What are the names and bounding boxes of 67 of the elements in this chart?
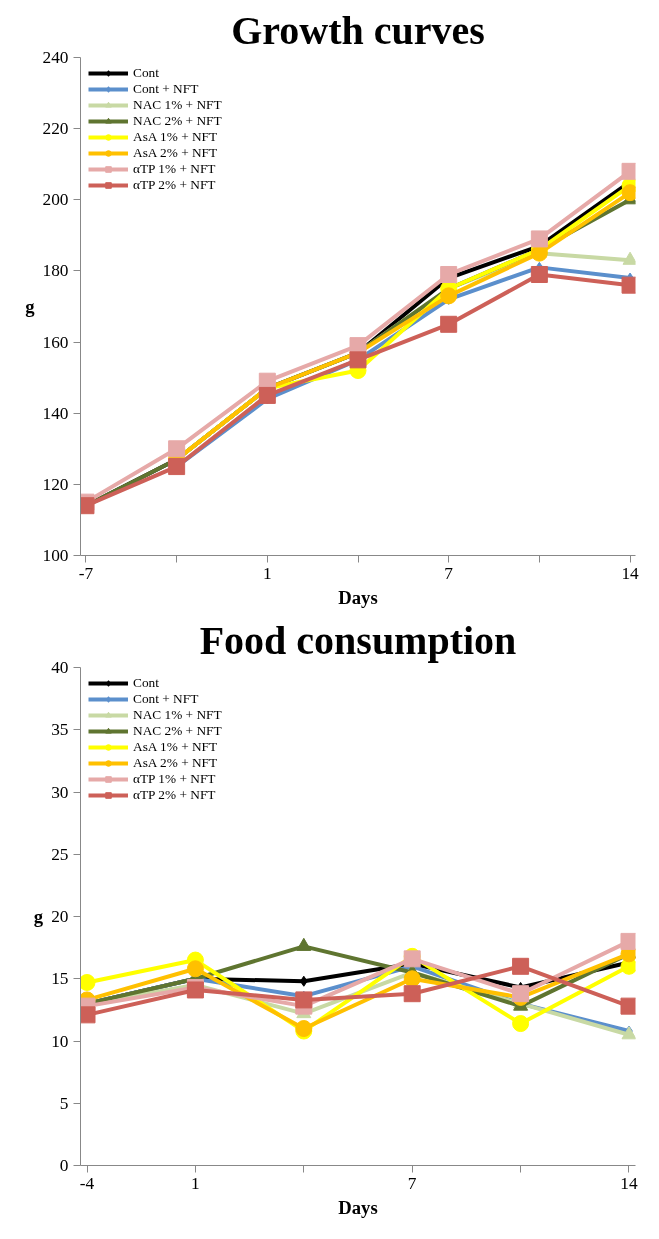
y-tick-label: 120 bbox=[42, 474, 69, 494]
x-axis-title: Days bbox=[338, 1196, 378, 1218]
legend-label: NAC 1% + NFT bbox=[133, 97, 222, 113]
legend-label: NAC 1% + NFT bbox=[133, 707, 222, 723]
x-tick-label: 1 bbox=[191, 1173, 200, 1193]
chart-title: Growth curves bbox=[231, 7, 485, 53]
point bbox=[440, 287, 458, 305]
y-tick-label: 5 bbox=[59, 1093, 69, 1113]
point bbox=[440, 315, 458, 333]
point bbox=[620, 932, 636, 950]
y-tick-label: 40 bbox=[51, 658, 69, 677]
point bbox=[80, 1006, 96, 1024]
legend-label: AsA 1% + NFT bbox=[133, 739, 218, 755]
legend-label: NAC 2% + NFT bbox=[133, 723, 222, 739]
y-tick-label: 25 bbox=[51, 844, 69, 864]
legend-label: αTP 1% + NFT bbox=[133, 771, 216, 787]
point bbox=[530, 265, 548, 283]
y-tick-label: 200 bbox=[42, 190, 69, 210]
y-tick-label: 220 bbox=[42, 119, 69, 139]
point bbox=[349, 351, 367, 369]
point bbox=[258, 386, 276, 404]
x-tick-label: 14 bbox=[620, 1173, 638, 1193]
y-tick-label: 180 bbox=[42, 261, 69, 281]
point bbox=[512, 957, 530, 975]
y-tick-label: 10 bbox=[51, 1031, 69, 1051]
point bbox=[620, 997, 636, 1015]
y-tick-label: 140 bbox=[42, 403, 69, 423]
y-tick-label: 100 bbox=[42, 546, 69, 565]
x-axis-title: Days bbox=[338, 586, 378, 608]
y-tick-label: 160 bbox=[42, 332, 69, 352]
point bbox=[186, 960, 204, 978]
point bbox=[440, 265, 458, 283]
legend-label: AsA 2% + NFT bbox=[133, 145, 218, 161]
legend-label: AsA 1% + NFT bbox=[133, 129, 218, 145]
point bbox=[512, 1015, 530, 1033]
legend-label: Cont + NFT bbox=[133, 691, 199, 707]
point bbox=[168, 458, 186, 476]
point bbox=[80, 974, 96, 991]
x-tick-label: 1 bbox=[262, 563, 272, 583]
y-tick-label: 20 bbox=[51, 907, 69, 926]
y-tick-label: 30 bbox=[51, 782, 69, 802]
point bbox=[168, 440, 186, 458]
y-tick-label: 15 bbox=[51, 969, 69, 989]
chart-title: Food consumption bbox=[199, 617, 517, 663]
x-tick-label: 7 bbox=[444, 563, 454, 583]
legend-label: AsA 2% + NFT bbox=[133, 755, 218, 771]
point bbox=[295, 991, 313, 1009]
x-tick-label: -7 bbox=[78, 563, 94, 583]
x-tick-label: -4 bbox=[79, 1173, 95, 1193]
y-axis-title: g bbox=[25, 296, 36, 317]
legend-label: Cont bbox=[133, 65, 159, 81]
y-tick-label: 0 bbox=[59, 1156, 69, 1175]
legend-label: αTP 1% + NFT bbox=[133, 161, 216, 177]
x-tick-label: 7 bbox=[407, 1173, 417, 1193]
legend-label: αTP 2% + NFT bbox=[133, 787, 216, 803]
legend-label: αTP 2% + NFT bbox=[133, 177, 216, 193]
point bbox=[530, 230, 548, 248]
point bbox=[403, 970, 421, 988]
y-tick-label: 240 bbox=[42, 48, 69, 67]
legend-label: NAC 2% + NFT bbox=[133, 113, 222, 129]
x-tick-label: 14 bbox=[621, 563, 640, 583]
point bbox=[403, 985, 421, 1003]
y-tick-label: 35 bbox=[51, 720, 69, 740]
legend-label: Cont bbox=[133, 675, 159, 691]
point bbox=[621, 1026, 636, 1040]
legend-label: Cont + NFT bbox=[133, 81, 199, 97]
y-axis-title: g bbox=[33, 906, 44, 927]
